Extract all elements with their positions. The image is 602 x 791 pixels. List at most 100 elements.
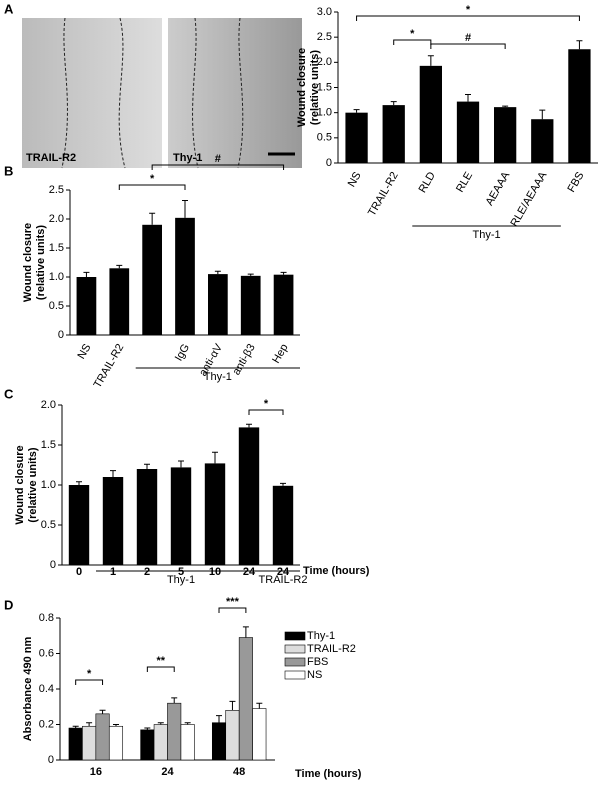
significance-bracket: [430, 43, 506, 49]
x-axis-label: Time (hours): [295, 768, 362, 780]
error-bar: [171, 697, 178, 704]
y-tick-label: 0: [326, 157, 332, 169]
bar: [456, 101, 480, 163]
group-label: Thy-1: [204, 371, 232, 383]
legend-swatch: [284, 670, 306, 680]
x-tick-label: AEAAA: [484, 169, 513, 207]
y-tick-label: 1.0: [49, 271, 64, 283]
bar: [109, 268, 130, 335]
y-tick-label: 0: [58, 329, 64, 341]
y-tick-label: 0.8: [39, 612, 54, 624]
bar: [204, 463, 226, 565]
x-tick-label: RLE/AEAAA: [508, 169, 549, 229]
x-tick-label: 16: [90, 766, 102, 778]
significance-bracket: [218, 607, 247, 613]
error-bar: [76, 481, 82, 485]
significance-label: *: [466, 4, 471, 16]
bar: [240, 275, 261, 335]
significance-bracket: [151, 164, 285, 170]
x-tick-label: 2: [144, 566, 150, 578]
x-tick-label: 1: [110, 566, 116, 578]
y-tick-label: 0: [48, 754, 54, 766]
bar: [180, 724, 195, 761]
y-tick-label: 2.5: [317, 31, 332, 43]
significance-bracket: [393, 39, 432, 45]
error-bar: [212, 451, 218, 464]
bar: [531, 119, 554, 163]
micrograph: [168, 18, 302, 168]
error-bar: [280, 482, 286, 486]
bar: [345, 112, 368, 163]
error-bar: [246, 423, 252, 428]
error-bar: [116, 264, 123, 269]
x-tick-label: IgG: [173, 342, 192, 363]
x-tick-label: RLE: [454, 170, 475, 195]
error-bar: [149, 212, 156, 225]
x-axis-label: Time (hours): [303, 565, 370, 577]
error-bar: [216, 715, 223, 723]
bar: [102, 477, 124, 565]
error-bar: [83, 271, 90, 277]
wound-edge: [192, 17, 244, 169]
error-bar: [99, 709, 106, 714]
significance-label: *: [264, 398, 269, 410]
error-bar: [157, 722, 164, 725]
significance-bracket: [146, 666, 175, 672]
bar: [153, 724, 168, 761]
bar: [108, 725, 124, 761]
bar: [140, 729, 155, 761]
bar: [167, 702, 182, 761]
bar: [238, 637, 253, 761]
error-bar: [144, 727, 151, 730]
y-tick-label: 0.5: [49, 300, 64, 312]
y-tick-label: 0.2: [39, 718, 54, 730]
y-axis-label: Absorbance 490 nm: [22, 637, 34, 742]
significance-label: **: [157, 655, 166, 667]
group-label: TRAIL-R2: [259, 574, 308, 586]
y-tick-label: 0.4: [39, 683, 54, 695]
error-bar: [353, 109, 360, 113]
x-tick-label: 5: [178, 566, 184, 578]
significance-label: #: [215, 153, 221, 165]
bar: [170, 467, 192, 565]
micrograph-label: TRAIL-R2: [26, 152, 76, 164]
legend-label: Thy-1: [307, 630, 335, 642]
group-label: Thy-1: [167, 574, 195, 586]
group-label: Thy-1: [473, 229, 501, 241]
x-tick-label: Hep: [270, 342, 290, 365]
bar: [419, 65, 442, 163]
panel-label: A: [4, 1, 14, 16]
significance-label: *: [87, 668, 92, 680]
bar: [494, 107, 517, 163]
y-tick-label: 1.5: [317, 81, 332, 93]
error-bar: [242, 626, 249, 638]
y-tick-label: 1.5: [41, 439, 56, 451]
bar: [136, 469, 158, 565]
bar: [68, 727, 83, 761]
error-bar: [110, 470, 116, 477]
panel-label: C: [4, 386, 14, 401]
bar: [252, 708, 267, 761]
y-tick-label: 0: [50, 559, 56, 571]
legend-label: NS: [307, 669, 322, 681]
x-tick-label: NS: [346, 170, 364, 189]
panel-label: B: [4, 163, 13, 178]
error-bar: [465, 94, 471, 102]
error-bar: [539, 109, 546, 120]
y-axis-label: Wound closure: [296, 48, 308, 127]
bar: [273, 274, 294, 335]
y-tick-label: 3.0: [317, 6, 332, 18]
significance-label: ***: [226, 596, 240, 608]
error-bar: [214, 270, 221, 275]
bar: [82, 725, 97, 761]
x-tick-label: 24: [161, 766, 174, 778]
y-tick-label: 2.0: [317, 56, 332, 68]
bar: [175, 217, 195, 335]
bar: [142, 224, 162, 335]
micrograph: [22, 18, 162, 168]
y-axis-label: Wound closure: [22, 223, 34, 302]
significance-bracket: [75, 679, 104, 685]
error-bar: [390, 101, 397, 106]
bar: [95, 713, 110, 761]
